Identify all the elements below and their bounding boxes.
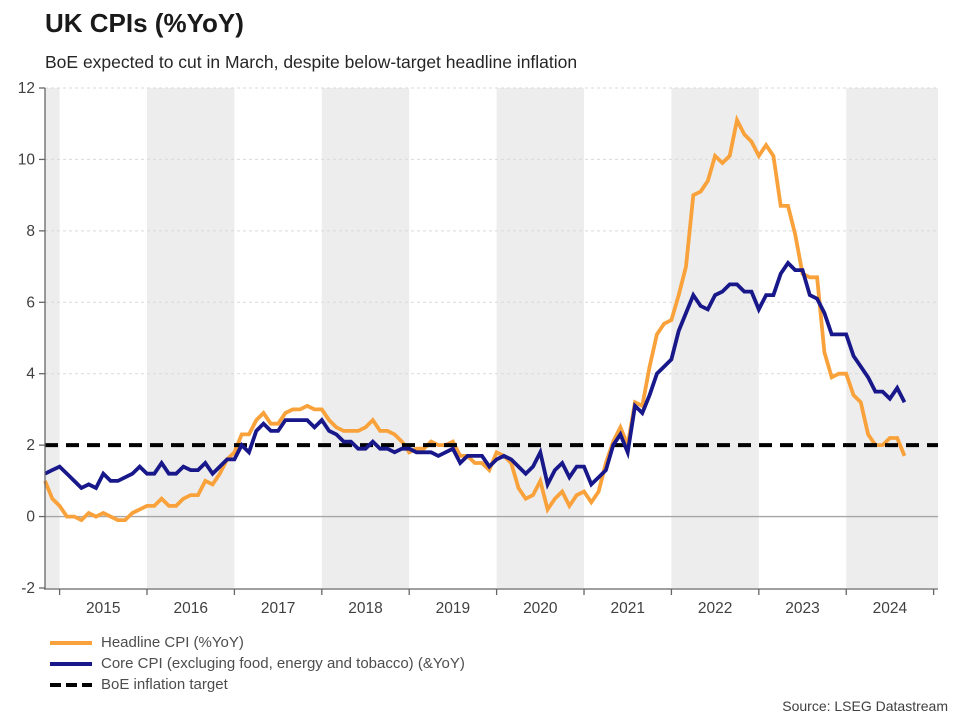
x-tick-label: 2024 — [873, 600, 908, 617]
x-tick-label: 2023 — [785, 600, 819, 617]
x-tick-label: 2017 — [261, 600, 295, 617]
y-tick-label: -2 — [21, 580, 35, 597]
core-cpi-line — [44, 260, 907, 491]
y-tick-label: 4 — [26, 366, 35, 383]
y-tick-label: 10 — [18, 151, 36, 168]
source-attribution: Source: LSEG Datastream — [782, 698, 948, 714]
x-tick-label: 2019 — [436, 600, 470, 617]
year-band — [671, 88, 759, 588]
page-subtitle: BoE expected to cut in March, despite be… — [45, 52, 578, 72]
legend-label-headline: Headline CPI (%YoY) — [101, 634, 244, 651]
x-tick-label: 2021 — [610, 600, 644, 617]
year-band — [146, 88, 235, 588]
target-line-swatch — [50, 682, 92, 687]
legend-item-headline: Headline CPI (%YoY) — [50, 632, 465, 653]
legend-item-target: BoE inflation target — [50, 674, 465, 695]
headline-line-swatch — [50, 640, 92, 645]
year-band — [321, 88, 410, 588]
chart-legend: Headline CPI (%YoY) Core CPI (excluging … — [50, 632, 465, 695]
x-tick-label: 2015 — [86, 600, 120, 617]
x-tick-label: 2020 — [523, 600, 558, 617]
x-tick-label: 2016 — [173, 600, 207, 617]
legend-item-core: Core CPI (excluging food, energy and tob… — [50, 653, 465, 674]
x-tick-label: 2018 — [348, 600, 382, 617]
page-title: UK CPIs (%YoY) — [45, 8, 244, 38]
y-tick-label: 8 — [26, 223, 35, 240]
legend-label-target: BoE inflation target — [101, 676, 228, 693]
y-tick-label: 12 — [18, 80, 35, 97]
y-tick-label: 2 — [26, 437, 35, 454]
year-band — [496, 88, 585, 588]
core-line-swatch — [50, 661, 92, 666]
year-band — [45, 88, 60, 588]
cpi-line-chart: -2 0 2 4 6 8 10 12 2015 2016 2017 2018 2019 2020 2021 2… — [18, 80, 938, 617]
legend-label-core: Core CPI (excluging food, energy and tob… — [101, 655, 465, 672]
y-tick-label: 0 — [26, 509, 35, 526]
x-tick-label: 2022 — [698, 600, 732, 617]
headline-cpi-line — [43, 114, 907, 523]
y-tick-label: 6 — [26, 294, 35, 311]
year-band — [846, 88, 938, 588]
